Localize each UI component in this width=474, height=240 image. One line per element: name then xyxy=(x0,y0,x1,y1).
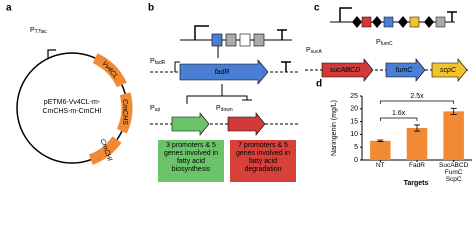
gene-box xyxy=(225,33,237,47)
gene-box xyxy=(253,33,265,47)
x-tick-label: SucABCD FumC ScpC xyxy=(439,162,469,183)
y-tick-label: 5 xyxy=(354,144,358,151)
terminator xyxy=(447,11,457,22)
regulation xyxy=(186,84,252,104)
terminator xyxy=(281,61,291,72)
info-text: 7 promoters & 5 genes involved in fatty … xyxy=(235,142,291,173)
promoter-arrow xyxy=(194,25,209,40)
x-tick-label: FadR xyxy=(409,162,425,169)
promoter-label: PsucA xyxy=(306,47,322,55)
gene-arrow xyxy=(116,92,133,134)
gene-arrow xyxy=(227,112,266,136)
bar xyxy=(443,111,464,160)
y-tick-label: 20 xyxy=(350,106,358,113)
promoter-label: PfumC xyxy=(376,39,393,47)
plasmid-name: pETM6-Vv4CL-m- xyxy=(44,99,101,106)
promoter-label: PfadR xyxy=(150,58,166,66)
gene-arrow xyxy=(431,58,468,82)
promoter-arrow xyxy=(174,61,180,72)
plasmid-name: CmCHS-m-CmCHI xyxy=(42,108,101,115)
gene-label: sucABCD xyxy=(330,67,360,74)
panel-letter: c xyxy=(314,3,320,14)
gene-box xyxy=(211,33,223,47)
figure-svg: a PT7lac Vv4CL CmCHS CmCHI pETM6-Vv4CL-m… xyxy=(6,3,472,187)
annotation: 1.6x xyxy=(392,110,406,117)
info-text: 3 promoters & 5 genes involved in fatty … xyxy=(163,142,219,173)
panel-letter: b xyxy=(148,3,154,14)
gene-box xyxy=(361,16,372,28)
bar xyxy=(370,140,391,160)
gene-box xyxy=(409,16,420,28)
y-tick-label: 0 xyxy=(354,157,358,164)
info-box xyxy=(230,140,296,182)
comparison-bracket xyxy=(379,117,418,121)
bar xyxy=(406,128,428,160)
panel-letter: a xyxy=(6,3,12,14)
error-bar xyxy=(377,139,384,142)
gene-label: fadR xyxy=(215,69,230,76)
x-axis-label: Targets xyxy=(404,180,429,187)
gene-box xyxy=(435,16,446,28)
y-axis-label: Naringenin (mg/L) xyxy=(331,100,338,156)
panel-letter: d xyxy=(316,79,322,90)
bar-chart: 0 5 10 15 20 25 1.6x 2.5x xyxy=(350,93,472,164)
annotation: 2.5x xyxy=(410,93,424,100)
gene-arrow xyxy=(92,53,127,88)
y-tick-label: 25 xyxy=(350,93,358,100)
promoter-arrow xyxy=(47,49,56,58)
promoter-label: Pup xyxy=(150,105,160,113)
figure: a PT7lac Vv4CL CmCHS CmCHI pETM6-Vv4CL-m… xyxy=(6,2,472,187)
gene-box xyxy=(239,33,251,47)
gene-arrow xyxy=(171,112,210,136)
gene-arrow xyxy=(88,136,122,165)
error-bar xyxy=(450,107,457,115)
gene-box xyxy=(383,16,394,28)
promoter-label: Pdown xyxy=(216,105,233,113)
promoter-arrow xyxy=(339,7,352,22)
y-tick-label: 15 xyxy=(350,118,358,125)
gene-arrow xyxy=(385,58,426,82)
gene-arrow xyxy=(179,59,269,85)
promoter-label: PT7lac xyxy=(30,27,47,35)
terminator xyxy=(277,29,287,40)
gene-label: fumC xyxy=(396,67,414,74)
y-tick-label: 10 xyxy=(350,131,358,138)
gene-label: scpC xyxy=(440,67,457,74)
info-box xyxy=(158,140,224,182)
error-bar xyxy=(414,124,420,132)
gene-arrow xyxy=(321,58,374,82)
gene-label: CmCHS xyxy=(121,99,128,125)
x-tick-label: NT xyxy=(375,162,385,169)
comparison-bracket xyxy=(379,100,455,104)
